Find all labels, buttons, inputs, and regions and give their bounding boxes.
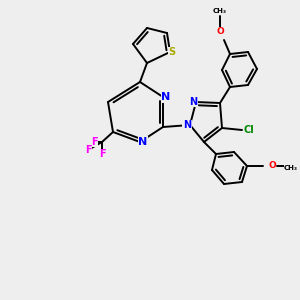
Text: O: O	[216, 28, 224, 37]
Text: F: F	[91, 137, 97, 147]
Text: N: N	[183, 120, 191, 130]
Text: F: F	[99, 149, 105, 159]
Text: Cl: Cl	[244, 125, 254, 135]
Text: O: O	[268, 161, 276, 170]
Text: N: N	[189, 97, 197, 107]
Text: N: N	[138, 137, 148, 147]
Text: S: S	[168, 47, 175, 57]
Text: CH₃: CH₃	[284, 165, 298, 171]
Text: CH₃: CH₃	[213, 8, 227, 14]
Text: F: F	[85, 145, 91, 155]
Text: N: N	[161, 92, 171, 102]
